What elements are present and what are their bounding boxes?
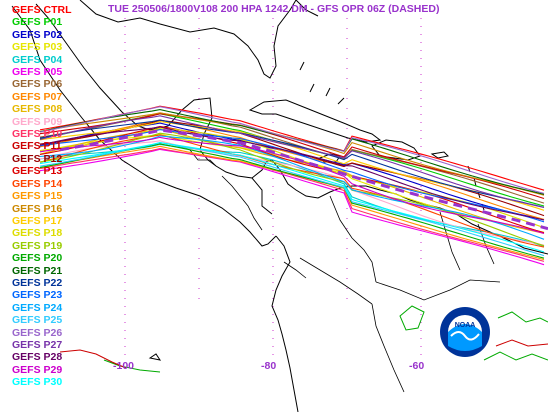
longitude-label: -100	[113, 360, 135, 372]
ensemble-line	[39, 141, 545, 253]
legend-item: GEFS P24	[12, 301, 63, 314]
green-contour-2	[497, 311, 548, 323]
legend-item: GEFS P17	[12, 214, 63, 227]
coast-south-america-pacific	[271, 235, 299, 412]
ensemble-line	[39, 135, 545, 240]
red-contour-2	[495, 339, 548, 347]
green-contour-3	[483, 351, 548, 361]
ensemble-line	[39, 126, 545, 221]
red-contour-1	[59, 349, 127, 369]
ensemble-line	[39, 142, 545, 257]
noaa-logo: NOAA	[440, 307, 490, 357]
legend-item: GEFS P28	[12, 351, 63, 364]
green-contour-1	[399, 305, 425, 331]
legend-item: GEFS P09	[12, 115, 63, 128]
gfs-opr-contour	[59, 128, 548, 231]
legend-item: GEFS P11	[12, 140, 62, 153]
country-borders	[189, 149, 501, 393]
noaa-logo-bird	[450, 331, 480, 341]
green-contour-lines	[103, 305, 548, 373]
longitude-label: -60	[409, 360, 425, 372]
legend-item: GEFS P23	[12, 289, 63, 302]
coast-mexico-gulf	[35, 3, 273, 215]
ensemble-contours	[39, 105, 545, 266]
coast-us-east	[295, 0, 319, 17]
legend-item: GEFS P15	[12, 190, 63, 203]
legend-item: GEFS P21	[12, 264, 63, 277]
legend-item: GEFS P10	[12, 128, 63, 141]
ensemble-line	[39, 136, 545, 235]
border-central-america	[221, 175, 263, 231]
border-colombia-venezuela	[329, 195, 377, 283]
legend-item: GEFS P26	[12, 326, 63, 339]
legend-item: GEFS P02	[12, 28, 63, 41]
coast-pacific-islands	[148, 353, 162, 361]
coast-us-gulf	[79, 0, 297, 79]
border-brazil-north	[375, 279, 501, 301]
legend-item: GEFS P25	[12, 314, 63, 327]
legend-item: GEFS P18	[12, 227, 63, 240]
coast-bahamas	[299, 61, 345, 105]
legend-item: GEFS P03	[12, 41, 63, 54]
green-contour-4	[103, 359, 161, 373]
legend-item: GEFS P22	[12, 276, 63, 289]
ensemble-line	[39, 140, 545, 246]
red-contour-lines	[59, 339, 548, 369]
coast-central-america-caribbean	[251, 159, 548, 255]
chart-title: TUE 250506/1800V108 200 HPA 1242 DM - GF…	[108, 3, 440, 15]
border-ecuador-peru	[283, 261, 307, 279]
legend-item: GEFS P01	[12, 16, 63, 29]
ensemble-line	[39, 148, 545, 266]
legend-item: GEFS P14	[12, 177, 63, 190]
ensemble-line	[39, 119, 545, 208]
opr-dashed-line	[59, 128, 548, 231]
legend-item: GEFS P06	[12, 78, 63, 91]
lat-lon-grid	[124, 18, 422, 360]
coast-puerto-rico	[430, 151, 450, 159]
border-colombia-peru	[299, 257, 373, 305]
coast-mexico-pacific	[11, 5, 277, 247]
ensemble-line	[39, 106, 545, 194]
legend-item: GEFS P05	[12, 66, 63, 79]
legend-item: GEFS P16	[12, 202, 63, 215]
coastlines	[11, 0, 548, 412]
legend-item: GEFS P07	[12, 90, 63, 103]
legend-item: GEFS CTRL	[12, 4, 72, 16]
noaa-logo-text: NOAA	[455, 322, 476, 329]
legend-item: GEFS P19	[12, 239, 63, 252]
longitude-label: -80	[261, 360, 277, 372]
legend-item: GEFS P20	[12, 252, 63, 265]
border-venezuela-guyana	[439, 211, 461, 271]
coast-cuba	[248, 99, 382, 143]
ensemble-line	[39, 148, 545, 262]
legend-item: GEFS P27	[12, 338, 63, 351]
ensemble-line	[39, 115, 545, 209]
legend: GEFS CTRL GEFS P01 GEFS P02 GEFS P03 GEFS P0…	[12, 4, 72, 389]
border-peru-brazil	[371, 303, 405, 393]
legend-item: GEFS P04	[12, 53, 63, 66]
ensemble-line	[39, 125, 545, 234]
coast-lesser-antilles	[467, 165, 485, 211]
legend-item: GEFS P12	[12, 152, 63, 165]
legend-item: GEFS P29	[12, 363, 63, 376]
ensemble-line	[39, 119, 545, 220]
legend-item: GEFS P08	[12, 103, 63, 116]
legend-item: GEFS P30	[12, 376, 63, 389]
ensemble-line	[39, 113, 545, 207]
legend-item: GEFS P13	[12, 165, 63, 178]
